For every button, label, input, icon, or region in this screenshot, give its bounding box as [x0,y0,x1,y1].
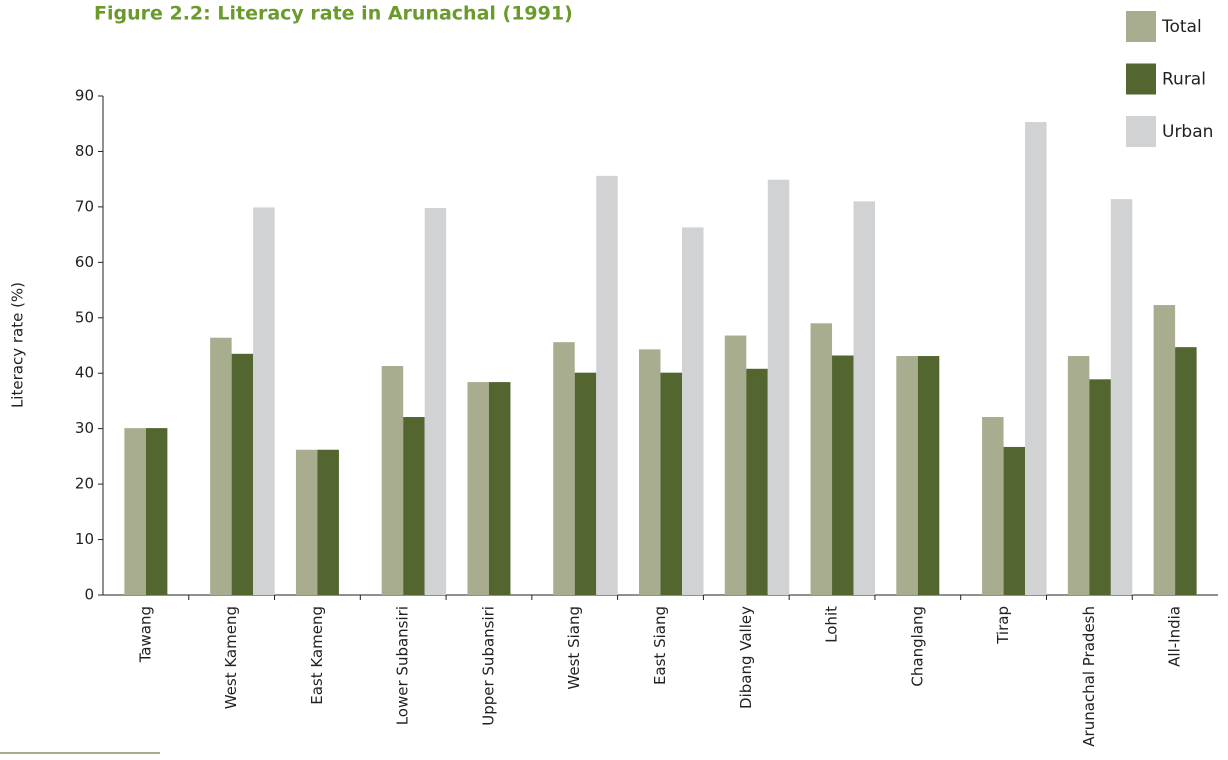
legend-swatch [1126,11,1156,42]
bar [896,356,918,595]
y-tick-label: 80 [75,142,94,160]
bar [553,342,575,595]
y-tick-label: 40 [75,364,94,382]
y-tick-label: 10 [75,530,94,548]
bar [746,368,768,595]
bar [810,323,833,595]
x-tick-label: Dibang Valley [737,606,755,709]
x-tick-label: West Siang [565,606,583,690]
bar [145,428,168,595]
bar [917,356,940,595]
x-tick-label: Tirap [994,606,1012,645]
bar [253,207,275,595]
bar [682,227,704,596]
bar [1003,446,1026,595]
y-tick-label: 50 [75,308,94,326]
chart-title: Figure 2.2: Literacy rate in Arunachal (… [94,3,573,25]
bar [210,337,232,595]
bar [1153,305,1176,595]
bar [231,353,254,595]
bar [467,382,489,595]
bar [1110,199,1133,596]
bar [424,207,447,595]
bar [832,355,854,595]
x-tick-label: Lower Subansiri [394,606,412,725]
bar [596,175,618,595]
y-tick-label: 30 [75,419,94,437]
bar [124,428,146,595]
bar [1025,122,1047,595]
bar [724,335,747,595]
bar [488,382,511,595]
y-tick-label: 90 [75,87,94,105]
x-tick-label: Lohit [823,606,841,643]
bar [660,372,682,595]
bar [639,349,661,595]
bar [381,366,404,595]
bar [317,449,339,595]
x-tick-label: Tawang [136,606,154,663]
y-tick-label: 20 [75,475,94,493]
bar [1089,379,1111,595]
legend-text: Rural [1162,70,1206,90]
legend-swatch [1126,63,1156,95]
x-tick-label: East Kameng [308,606,326,705]
legend-swatch [1126,116,1156,147]
bar [982,417,1004,595]
bar [1067,356,1090,595]
x-tick-label: West Kameng [222,606,240,709]
y-tick-label: 60 [75,253,94,271]
x-tick-label: Upper Subansiri [479,606,497,726]
legend-text: Total [1161,17,1202,37]
x-tick-label: Arunachal Pradesh [1080,606,1098,747]
y-tick-label: 0 [84,586,94,604]
bar [853,201,876,595]
legend-text: Urban [1162,122,1213,142]
x-tick-label: Changlang [908,606,926,687]
bar [403,417,425,595]
bar [767,179,790,595]
bar [1175,347,1197,595]
x-tick-label: East Siang [651,606,669,685]
bar [574,372,597,595]
x-tick-label: All-India [1166,606,1184,667]
y-tick-label: 70 [75,197,94,215]
y-axis-label: Literacy rate (%) [9,282,27,408]
bar [295,449,318,595]
